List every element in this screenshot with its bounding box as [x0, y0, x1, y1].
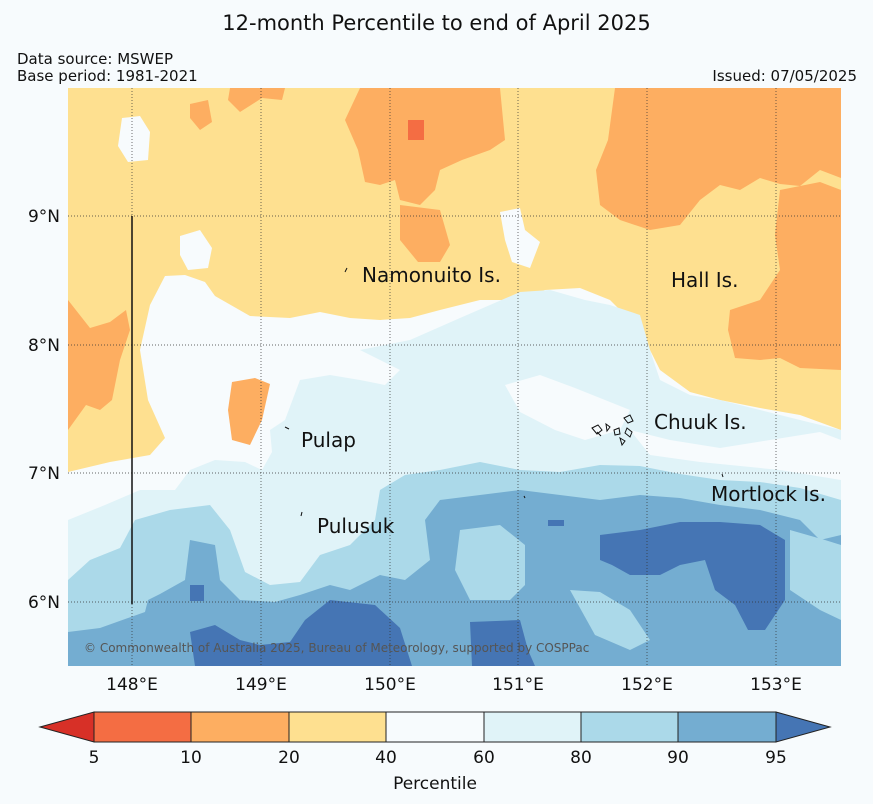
copyright-notice: © Commonwealth of Australia 2025, Bureau…: [84, 641, 589, 655]
band-80-90-patch: [570, 590, 650, 650]
colorbar-tick: 80: [570, 748, 592, 768]
colorbar-tick: 60: [473, 748, 495, 768]
colorbar: [38, 711, 832, 743]
colorbar-label: Percentile: [393, 774, 477, 794]
lon-tick-label: 148°E: [106, 675, 158, 695]
band-above-95-area: [470, 620, 535, 666]
lat-tick-label: 9°N: [28, 207, 60, 227]
colorbar-above-95: [775, 711, 832, 743]
colorbar-tick: 10: [180, 748, 202, 768]
place-label-namonuito: Namonuito Is.: [362, 263, 501, 287]
place-label-mortlock: Mortlock Is.: [711, 482, 826, 506]
band-above-95-area: [548, 520, 564, 526]
lon-tick-label: 151°E: [492, 675, 544, 695]
colorbar-90-95: [677, 711, 777, 743]
colorbar-60-80: [483, 711, 582, 743]
lat-tick-label: 6°N: [28, 593, 60, 613]
band-10-20-area: [345, 88, 505, 205]
colorbar-80-90: [580, 711, 679, 743]
band-10-20-area: [228, 378, 270, 445]
place-label-hall: Hall Is.: [671, 268, 738, 292]
colorbar-tick: 40: [375, 748, 397, 768]
colorbar-40-60: [385, 711, 485, 743]
colorbar-20-40: [288, 711, 387, 743]
band-10-20-area: [728, 182, 841, 370]
pulap-island-shape: [284, 426, 290, 430]
place-label-pulusuk: Pulusuk: [317, 514, 395, 538]
namonuito-island-shape: [344, 267, 348, 273]
colorbar-tick: 20: [278, 748, 300, 768]
data-source-label: Data source: MSWEP: [17, 50, 174, 68]
band-10-20-area: [190, 100, 212, 130]
colorbar-tick: 5: [89, 748, 100, 768]
band-above-95-area: [600, 522, 785, 630]
colorbar-10-20: [190, 711, 290, 743]
band-40-60-patch: [630, 430, 841, 480]
band-80-90-patch: [455, 525, 525, 600]
map-title: 12-month Percentile to end of April 2025: [222, 11, 651, 35]
colorbar-below-5: [38, 711, 95, 743]
band-above-95-area: [190, 600, 412, 666]
band-10-20-area: [228, 88, 285, 112]
colorbar-5-10: [93, 711, 192, 743]
lat-tick-label: 8°N: [28, 336, 60, 356]
band-5-10-area: [408, 120, 424, 140]
lon-tick-label: 152°E: [621, 675, 673, 695]
base-period-label: Base period: 1981-2021: [17, 67, 198, 85]
issued-date-label: Issued: 07/05/2025: [712, 67, 857, 85]
small-island-shape: [523, 495, 526, 499]
chuuk-lagoon-shape: [591, 414, 634, 447]
island-outlines: [284, 267, 724, 517]
place-label-pulap: Pulap: [301, 428, 356, 452]
band-10-20-area: [400, 205, 450, 262]
percentile-field: [68, 88, 841, 666]
lon-tick-label: 153°E: [750, 675, 802, 695]
colorbar-tick: 95: [765, 748, 787, 768]
band-40-60-patch: [180, 230, 212, 270]
colorbar-tick: 90: [667, 748, 689, 768]
band-40-60-patch: [500, 208, 540, 268]
band-40-60-patch: [505, 375, 630, 440]
band-above-95-area: [190, 585, 204, 601]
mortlock-island-shape: [721, 473, 724, 478]
pulusuk-island-shape: [300, 511, 303, 517]
lat-tick-label: 7°N: [28, 464, 60, 484]
band-40-60-patch: [118, 116, 150, 162]
band-10-20-area: [68, 300, 130, 430]
band-80-90-patch: [790, 530, 841, 620]
band-10-20-area: [596, 88, 841, 230]
lon-tick-label: 149°E: [235, 675, 287, 695]
place-label-chuuk: Chuuk Is.: [654, 410, 747, 434]
lon-tick-label: 150°E: [364, 675, 416, 695]
band-40-60-patch: [150, 345, 175, 402]
